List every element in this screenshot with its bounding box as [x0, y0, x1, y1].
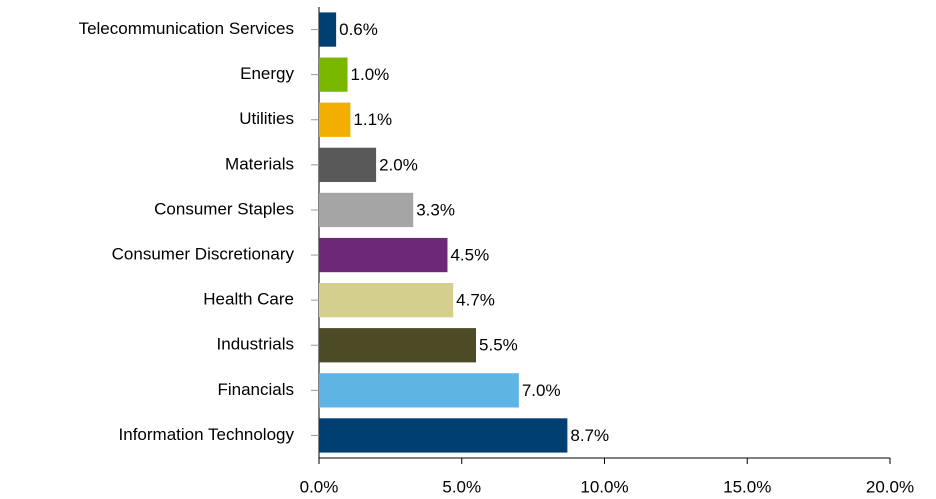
- bar: [319, 147, 377, 182]
- y-tick-label: Financials: [217, 380, 294, 399]
- value-label: 8.7%: [570, 426, 609, 445]
- x-tick-label: 10.0%: [580, 477, 628, 496]
- x-tick-label: 15.0%: [723, 477, 771, 496]
- y-tick-label: Information Technology: [119, 425, 295, 444]
- bar: [319, 192, 414, 228]
- bar: [319, 373, 519, 408]
- y-tick-label: Consumer Discretionary: [112, 245, 295, 264]
- y-tick-label: Telecommunication Services: [79, 19, 294, 38]
- bar: [319, 102, 351, 137]
- y-tick-label: Utilities: [239, 109, 294, 128]
- value-label: 7.0%: [522, 381, 561, 400]
- y-tick-label: Consumer Staples: [154, 199, 294, 218]
- bar: [319, 237, 448, 273]
- value-label: 5.5%: [479, 336, 518, 355]
- bar: [319, 418, 568, 453]
- value-label: 4.7%: [456, 291, 495, 310]
- y-tick-label: Industrials: [217, 335, 294, 354]
- value-label: 3.3%: [416, 200, 455, 219]
- x-tick-label: 0.0%: [300, 477, 339, 496]
- x-tick-label: 20.0%: [866, 477, 914, 496]
- value-label: 1.0%: [351, 65, 390, 84]
- value-label: 0.6%: [339, 20, 378, 39]
- bar: [319, 328, 477, 363]
- bar: [319, 12, 337, 47]
- value-label: 2.0%: [379, 155, 418, 174]
- bar: [319, 57, 348, 92]
- y-tick-label: Energy: [240, 64, 294, 83]
- y-tick-label: Materials: [225, 154, 294, 173]
- x-tick-label: 5.0%: [442, 477, 481, 496]
- y-tick-label: Health Care: [203, 290, 294, 309]
- bar: [319, 283, 454, 318]
- value-label: 4.5%: [450, 246, 489, 265]
- value-label: 1.1%: [353, 110, 392, 129]
